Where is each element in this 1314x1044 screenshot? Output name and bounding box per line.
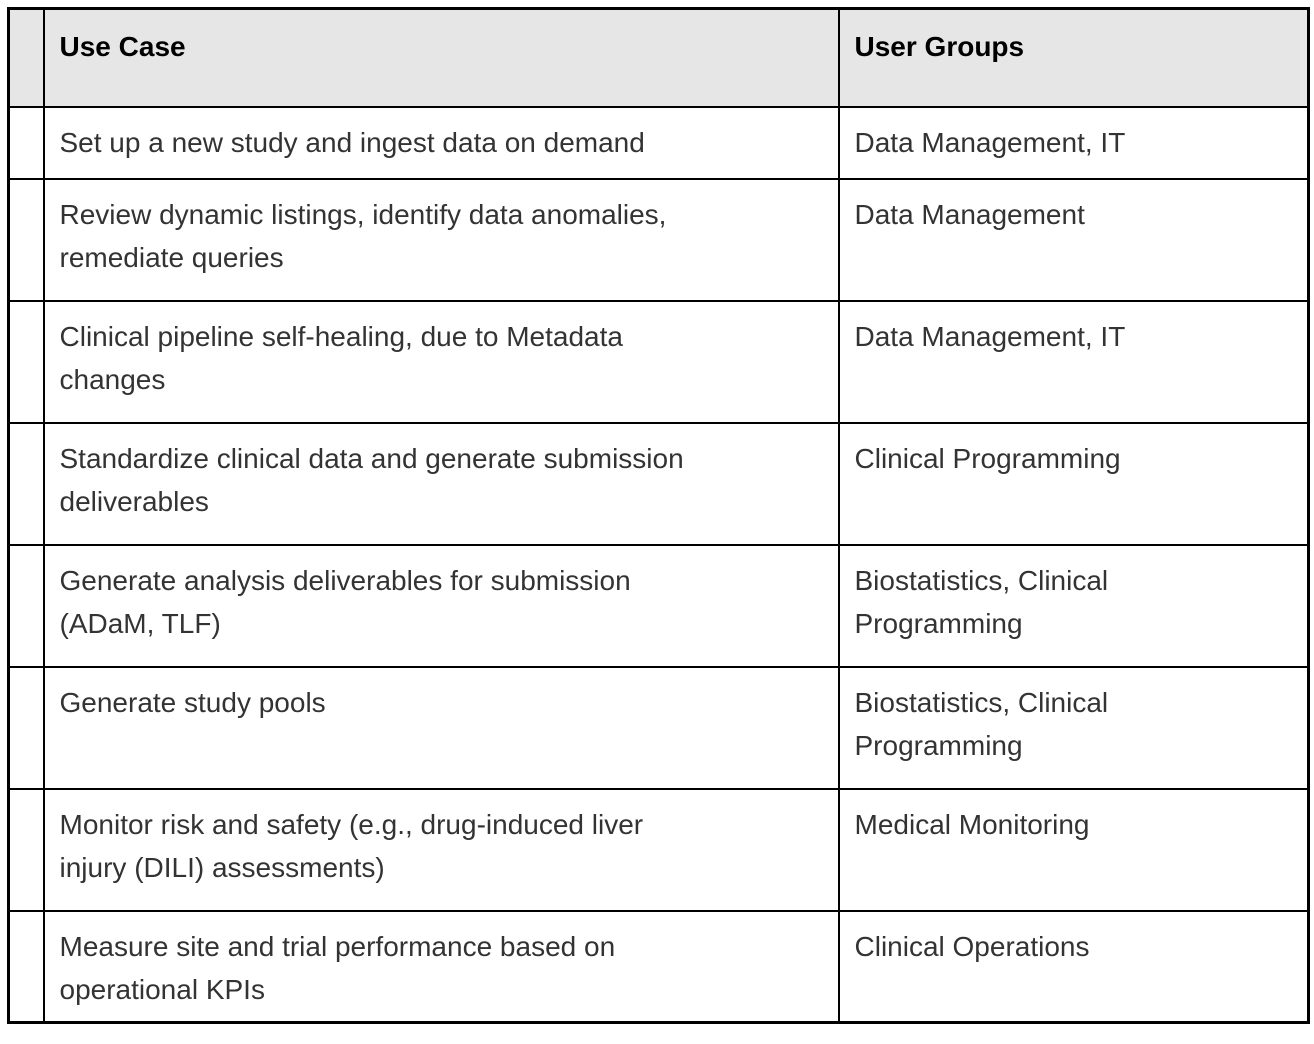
row-margin-cell	[7, 543, 45, 668]
use-case-cell: Generate study pools	[42, 665, 840, 790]
user-groups-cell: Data Management	[837, 177, 1310, 302]
row-margin-cell	[7, 665, 45, 790]
use-case-column-header: Use Case	[42, 7, 840, 108]
table-row: Review dynamic listings, identify data a…	[7, 177, 1310, 302]
use-case-cell: Measure site and trial performance based…	[42, 909, 840, 1024]
use-case-cell: Set up a new study and ingest data on de…	[42, 105, 840, 180]
user-groups-cell: Biostatistics, Clinical Programming	[837, 665, 1310, 790]
row-margin-cell	[7, 421, 45, 546]
table-row: Measure site and trial performance based…	[7, 909, 1310, 1024]
table-row: Monitor risk and safety (e.g., drug-indu…	[7, 787, 1310, 912]
table-row: Clinical pipeline self-healing, due to M…	[7, 299, 1310, 424]
user-groups-cell: Data Management, IT	[837, 299, 1310, 424]
user-groups-cell: Clinical Operations	[837, 909, 1310, 1024]
table-row: Standardize clinical data and generate s…	[7, 421, 1310, 546]
user-groups-cell: Medical Monitoring	[837, 787, 1310, 912]
user-groups-column-header: User Groups	[837, 7, 1310, 108]
use-case-cell: Generate analysis deliverables for submi…	[42, 543, 840, 668]
row-margin-cell	[7, 299, 45, 424]
user-groups-cell: Biostatistics, Clinical Programming	[837, 543, 1310, 668]
row-margin-cell	[7, 787, 45, 912]
use-case-cell: Standardize clinical data and generate s…	[42, 421, 840, 546]
use-case-cell: Clinical pipeline self-healing, due to M…	[42, 299, 840, 424]
table-row: Generate study pools Biostatistics, Clin…	[7, 665, 1310, 790]
use-case-cell: Monitor risk and safety (e.g., drug-indu…	[42, 787, 840, 912]
row-margin-cell	[7, 177, 45, 302]
use-case-cell: Review dynamic listings, identify data a…	[42, 177, 840, 302]
row-margin-cell	[7, 105, 45, 180]
table-row: Set up a new study and ingest data on de…	[7, 105, 1310, 180]
user-groups-cell: Clinical Programming	[837, 421, 1310, 546]
use-case-user-groups-table: Use Case User Groups Set up a new study …	[7, 7, 1310, 1025]
header-corner-cell	[7, 7, 45, 108]
table-header-row: Use Case User Groups	[7, 7, 1310, 108]
table-row: Generate analysis deliverables for submi…	[7, 543, 1310, 668]
row-margin-cell	[7, 909, 45, 1024]
user-groups-cell: Data Management, IT	[837, 105, 1310, 180]
